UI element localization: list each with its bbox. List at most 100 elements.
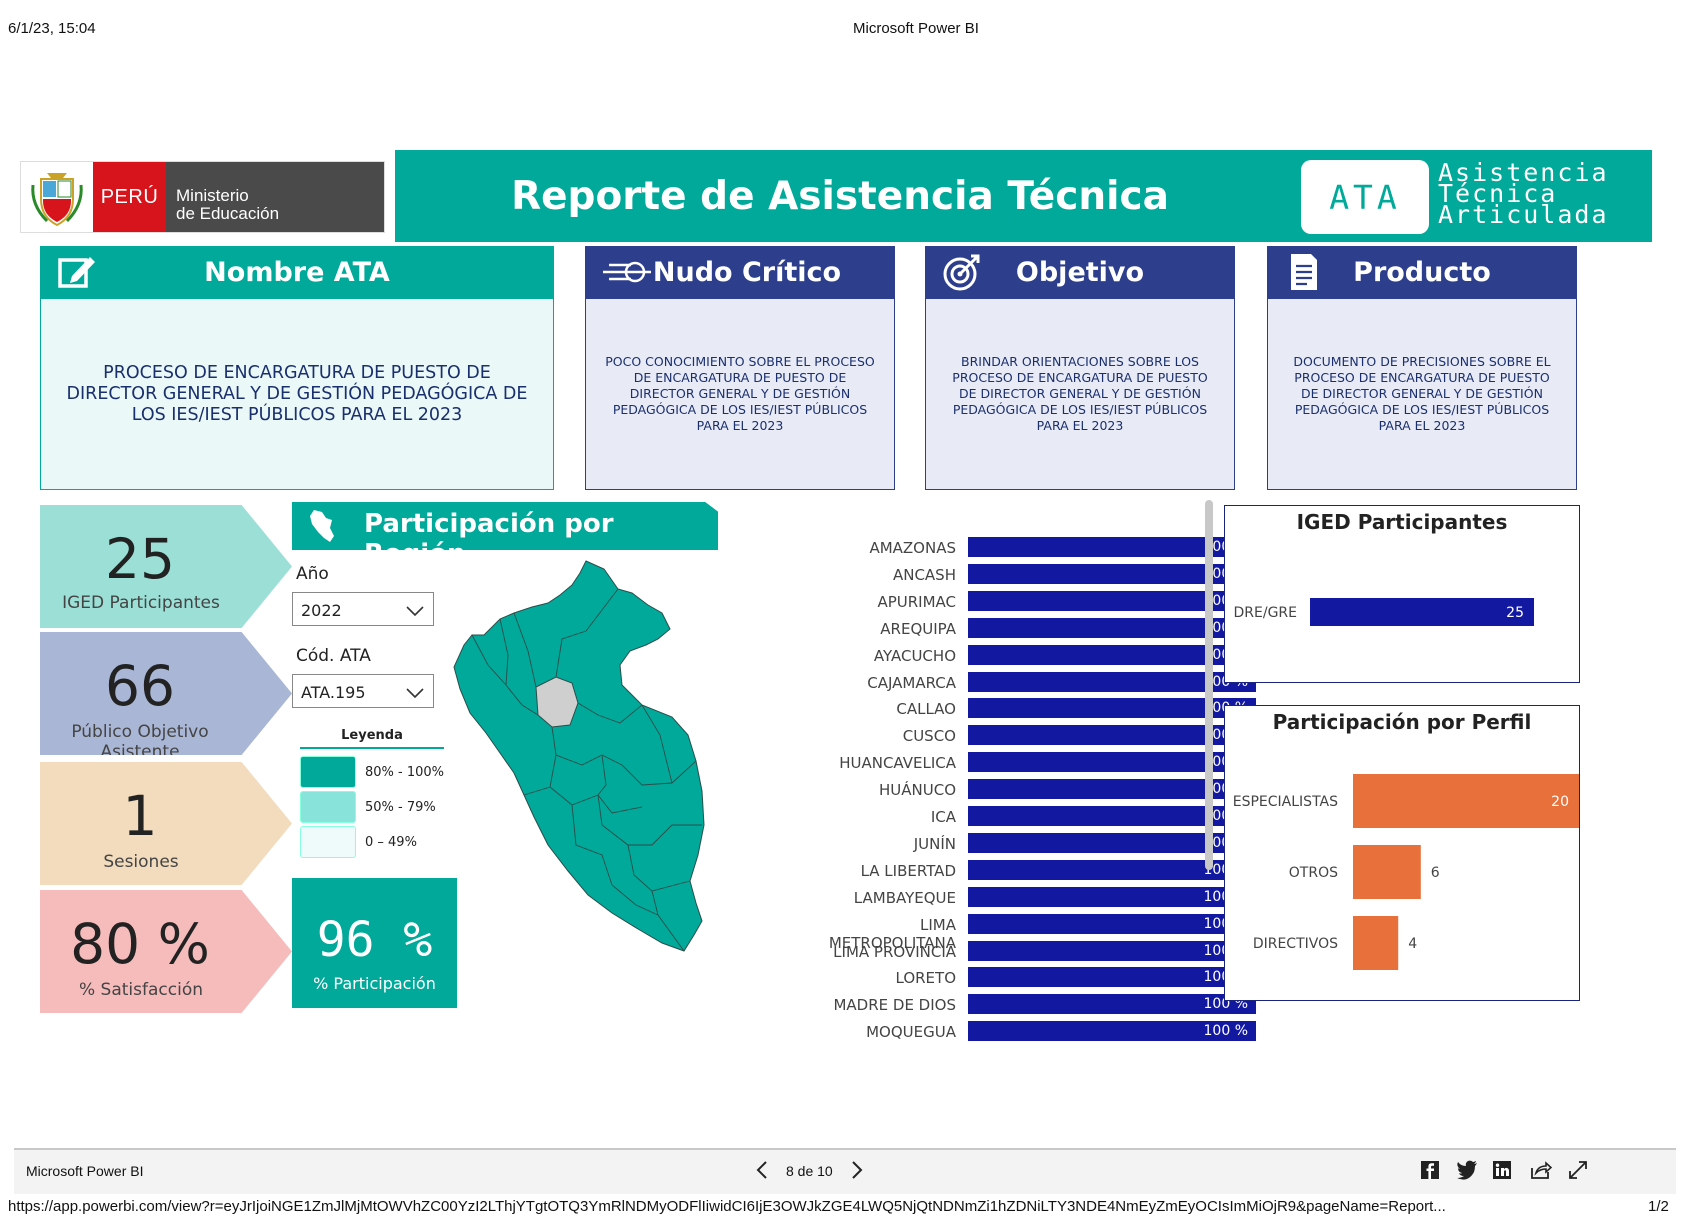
region-row[interactable]: LIMA METROPOLITANA 100 %	[790, 913, 1256, 952]
region-bar[interactable]: 100 %	[968, 886, 1256, 907]
region-name: AYACUCHO	[873, 646, 956, 665]
kpi-sesiones-value: 1	[122, 784, 158, 848]
kpi-sesiones: 1 Sesiones	[40, 762, 292, 885]
card-producto-text: DOCUMENTO DE PRECISIONES SOBRE EL PROCES…	[1267, 298, 1577, 490]
category-label: DIRECTIVOS	[1253, 936, 1338, 952]
perfil-chart-title: Participación por Perfil	[1272, 710, 1532, 734]
year-dropdown[interactable]: 2022	[292, 592, 434, 626]
share-icon[interactable]	[1530, 1160, 1553, 1182]
kpi-participacion-label: % Participación	[313, 974, 436, 993]
legend-title: Leyenda	[300, 728, 444, 749]
kpi-publico-label: Público Objetivo Asistente	[71, 722, 209, 762]
kpi-iged-label: IGED Participantes	[62, 593, 220, 613]
peru-label: PERÚ	[93, 162, 166, 232]
ata-code-dropdown[interactable]: ATA.195	[292, 674, 434, 708]
iged-chart-svg: DRE/GRE 25	[1234, 598, 1534, 626]
ata-badge: ATA	[1301, 160, 1429, 234]
kpi-participacion-value: 96 %	[316, 912, 433, 968]
powerbi-footer	[14, 1148, 1676, 1194]
legend-label-mid: 50% - 79%	[365, 800, 436, 815]
kpi-satisfaccion: 80 % % Satisfacción	[40, 890, 292, 1013]
region-bar[interactable]: 100 %	[968, 1021, 1256, 1042]
region-name: JUNÍN	[913, 834, 956, 853]
legend-label-high: 80% - 100%	[365, 765, 445, 780]
region-name: MOQUEGUA	[866, 1023, 956, 1042]
region-row[interactable]: LORETO 100 %	[790, 967, 1256, 989]
region-name: APURIMAC	[877, 592, 956, 611]
kpi-publico: 66 Público Objetivo Asistente	[40, 632, 292, 755]
kpi-iged: 25 IGED Participantes	[40, 505, 292, 628]
chevron-down-icon	[406, 684, 424, 703]
region-bar[interactable]: 100 %	[968, 913, 1256, 934]
kpi-iged-value: 25	[105, 527, 175, 591]
region-name: AREQUIPA	[880, 619, 956, 638]
region-name: LIMA METROPOLITANA	[828, 915, 956, 952]
kpi-publico-value: 66	[105, 654, 175, 718]
page-indicator: 8 de 10	[786, 1163, 833, 1179]
fullscreen-icon[interactable]	[1568, 1160, 1590, 1182]
peru-region-map[interactable]	[452, 555, 752, 969]
card-nudo-header: Nudo Crítico	[585, 246, 895, 298]
region-section-header: Participación por Región	[292, 502, 718, 550]
next-page-icon[interactable]	[849, 1159, 865, 1185]
document-icon	[1283, 252, 1325, 292]
region-list-scrollbar[interactable]	[1205, 500, 1213, 870]
kpi-satisfaccion-label: % Satisfacción	[78, 980, 203, 1000]
bar[interactable]	[1353, 845, 1421, 899]
category-label: OTROS	[1289, 865, 1338, 881]
twitter-icon[interactable]	[1456, 1160, 1478, 1182]
card-objetivo-header: Objetivo	[925, 246, 1235, 298]
data-label: 4	[1408, 936, 1417, 952]
region-name: LORETO	[895, 969, 957, 988]
legend-swatch-mid	[300, 791, 356, 823]
minedu-logo: PERÚ Ministerio de Educación	[20, 161, 385, 233]
edit-icon	[56, 252, 98, 292]
footer-app-name: Microsoft Power BI	[26, 1163, 144, 1179]
region-name: LAMBAYEQUE	[853, 888, 956, 907]
region-row[interactable]: LIMA PROVINCIA 100 %	[790, 940, 1256, 963]
facebook-icon[interactable]	[1420, 1160, 1442, 1182]
bar[interactable]	[1310, 598, 1534, 626]
region-bar[interactable]: 100 %	[968, 967, 1256, 988]
region-row[interactable]: MADRE DE DIOS 100 %	[790, 994, 1256, 1016]
peru-seal-icon	[21, 162, 93, 232]
region-row[interactable]: MOQUEGUA 100 %	[790, 1021, 1256, 1043]
linkedin-icon[interactable]	[1492, 1160, 1514, 1182]
region-name: ANCASH	[892, 565, 956, 584]
report-banner: Reporte de Asistencia Técnica ATA Asiste…	[395, 150, 1652, 242]
print-title: Microsoft Power BI	[853, 20, 979, 37]
print-url: https://app.powerbi.com/view?r=eyJrIjoiN…	[8, 1198, 1446, 1215]
region-name: CAJAMARCA	[867, 673, 956, 692]
ministry-label: Ministerio de Educación	[166, 162, 384, 232]
region-bar[interactable]: 100 %	[968, 940, 1256, 961]
bar[interactable]	[1353, 916, 1399, 970]
report-title: Reporte de Asistencia Técnica	[511, 173, 1169, 219]
region-name: CUSCO	[902, 727, 956, 746]
region-name: MADRE DE DIOS	[833, 996, 956, 1015]
data-label: 20	[1551, 794, 1569, 810]
target-icon	[941, 252, 983, 292]
bar[interactable]	[1353, 774, 1579, 828]
card-nudo-text: POCO CONOCIMIENTO SOBRE EL PROCESO DE EN…	[585, 298, 895, 490]
region-name: HUÁNUCO	[879, 781, 956, 800]
region-name: ICA	[930, 808, 956, 826]
region-row[interactable]: LAMBAYEQUE 100 %	[790, 886, 1256, 909]
legend-label-low: 0 – 49%	[365, 835, 417, 850]
data-label: 25	[1506, 605, 1524, 621]
kpi-participacion: 96 % % Participación	[292, 878, 457, 1008]
region-bar[interactable]: 100 %	[968, 994, 1256, 1015]
prev-page-icon[interactable]	[754, 1159, 770, 1185]
